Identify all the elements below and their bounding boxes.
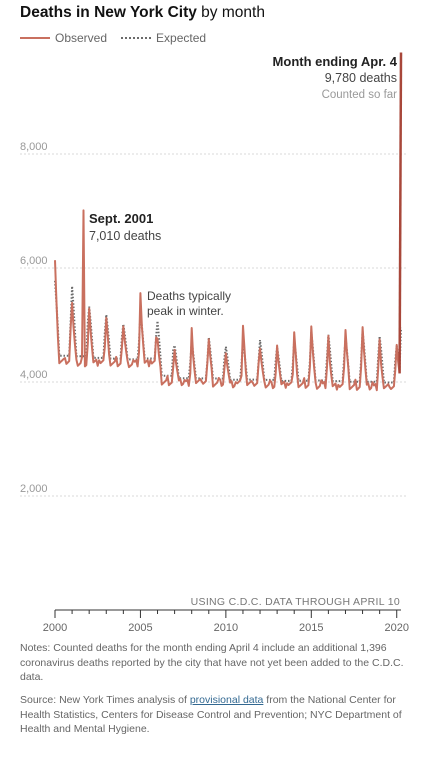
annotation-april-text: 9,780 deaths: [325, 71, 397, 85]
chart-title-rest: by month: [196, 4, 265, 21]
legend-observed-swatch: [20, 37, 50, 39]
chart-source: Source: New York Times analysis of provi…: [20, 693, 405, 737]
x-tick-label: 2015: [299, 622, 323, 634]
annotation-layer: Sept. 2001 7,010 deaths Deaths typically…: [89, 54, 400, 608]
series-line-observed: [54, 209, 401, 392]
line-chart: 2,000 4,000 6,000 8,000 Sept. 2001 7,010 de…: [20, 52, 409, 634]
x-tick-label: 2010: [214, 622, 238, 634]
data-note: USING C.D.C. DATA THROUGH APRIL 10: [191, 596, 400, 608]
annotation-sept2001-text: 7,010 deaths: [89, 229, 161, 243]
source-prefix: Source: New York Times analysis of: [20, 694, 190, 706]
chart-notes: Notes: Counted deaths for the month endi…: [20, 642, 404, 683]
grid-layer: 2,000 4,000 6,000 8,000: [20, 141, 407, 497]
x-tick-label: 2000: [43, 622, 67, 634]
series-spike-observed: [398, 52, 403, 374]
source-suffix: from the National Center for Health Stat…: [20, 694, 402, 735]
legend-observed-label: Observed: [55, 31, 108, 45]
annotation-sept2001-heading: Sept. 2001: [89, 211, 153, 226]
chart-title-bold: Deaths in New York City: [20, 4, 197, 21]
legend-expected-label: Expected: [156, 31, 207, 45]
legend: Observed Expected: [20, 31, 206, 45]
annotation-april-heading: Month ending Apr. 4: [273, 54, 398, 69]
annotation-april-note: Counted so far: [322, 89, 398, 101]
legend-expected-swatch: [121, 37, 152, 39]
x-tick-label: 2020: [384, 622, 408, 634]
x-tick-label: 2005: [128, 622, 152, 634]
y-tick-label: 8,000: [20, 141, 48, 153]
annotation-winter-line2: peak in winter.: [147, 304, 224, 318]
x-axis: 2000 2005 2010 2015 2020: [43, 609, 409, 634]
annotation-winter-line1: Deaths typically: [147, 289, 231, 303]
chart-title: Deaths in New York City by month: [20, 4, 265, 22]
y-tick-label: 4,000: [20, 369, 48, 381]
y-tick-label: 6,000: [20, 255, 48, 267]
source-link[interactable]: provisional data: [189, 694, 264, 706]
y-tick-label: 2,000: [20, 483, 48, 495]
series-layer: [54, 52, 403, 392]
